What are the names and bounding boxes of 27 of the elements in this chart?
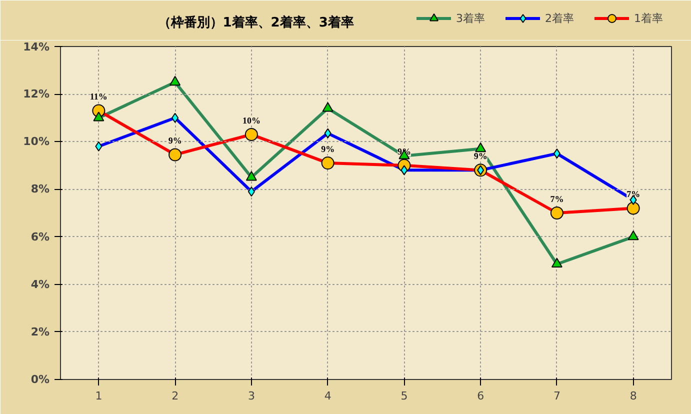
y-tick-label: 4% xyxy=(30,278,50,291)
data-label: 11% xyxy=(90,92,108,102)
x-tick-label: 4 xyxy=(324,390,332,402)
y-tick-label: 12% xyxy=(23,88,50,101)
data-label: 7% xyxy=(550,194,564,204)
legend-label: 1着率 xyxy=(634,10,663,26)
data-label: 9% xyxy=(168,136,182,146)
data-label: 9% xyxy=(321,144,335,154)
y-tick-label: 2% xyxy=(30,325,50,338)
legend-label: 2着率 xyxy=(545,10,574,26)
data-label: 10% xyxy=(242,116,260,126)
x-tick-label: 5 xyxy=(400,390,408,402)
y-tick-label: 0% xyxy=(30,373,50,386)
data-label: 7% xyxy=(626,189,640,200)
x-tick-label: 6 xyxy=(477,390,484,402)
y-tick-label: 14% xyxy=(23,40,50,54)
x-tick-label: 3 xyxy=(248,390,255,402)
y-tick-label: 6% xyxy=(30,230,50,244)
x-tick-label: 1 xyxy=(95,390,102,402)
legend-label: 3着率 xyxy=(456,10,485,26)
x-tick-label: 2 xyxy=(172,390,179,402)
x-tick-label: 8 xyxy=(630,390,637,402)
data-label: 9% xyxy=(474,151,488,162)
y-tick-label: 8% xyxy=(30,182,50,196)
x-tick-label: 7 xyxy=(553,390,560,402)
y-tick-label: 10% xyxy=(23,135,50,148)
chart-title: （枠番別）1着率、2着率、3着率 xyxy=(158,14,354,30)
